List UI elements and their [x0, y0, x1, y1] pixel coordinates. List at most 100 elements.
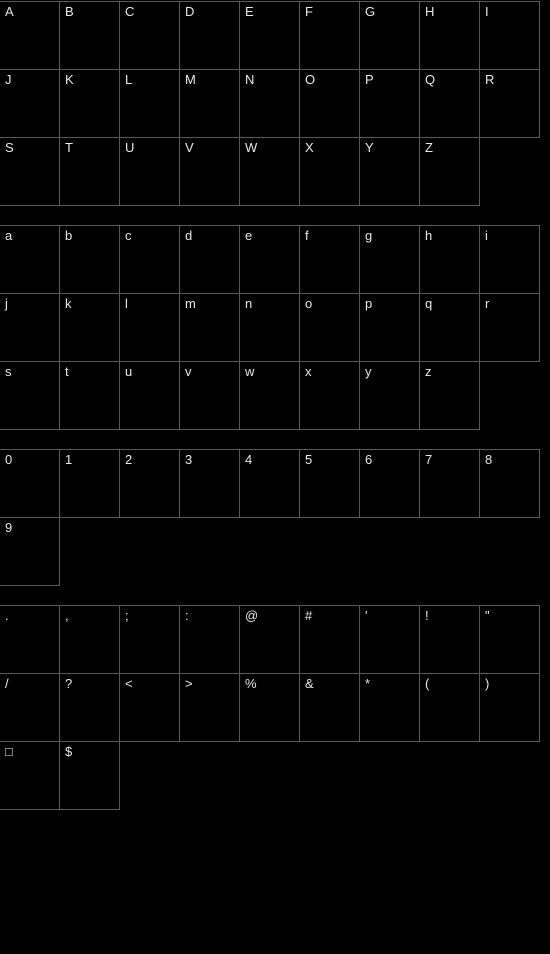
glyph-label: U	[125, 141, 174, 154]
glyph-label: V	[185, 141, 234, 154]
symbols-cell: /	[0, 673, 60, 742]
glyph-label: 2	[125, 453, 174, 466]
lowercase-cell: z	[419, 361, 480, 430]
glyph-label: I	[485, 5, 534, 18]
symbols-cell: %	[239, 673, 300, 742]
glyph-label: b	[65, 229, 114, 242]
uppercase-cell: G	[359, 1, 420, 70]
glyph-label: f	[305, 229, 354, 242]
lowercase-cell: r	[479, 293, 540, 362]
glyph-label: %	[245, 677, 294, 690]
digits-section: 0123456789	[0, 450, 550, 586]
uppercase-cell: B	[59, 1, 120, 70]
glyph-label: W	[245, 141, 294, 154]
symbols-cell: ;	[119, 605, 180, 674]
glyph-label: Y	[365, 141, 414, 154]
glyph-label: i	[485, 229, 534, 242]
glyph-label: 8	[485, 453, 534, 466]
glyph-label: L	[125, 73, 174, 86]
symbols-cell: :	[179, 605, 240, 674]
lowercase-section: abcdefghijklmnopqrstuvwxyz	[0, 226, 550, 430]
digits-cell: 6	[359, 449, 420, 518]
uppercase-cell: R	[479, 69, 540, 138]
digits-cell: 5	[299, 449, 360, 518]
symbols-cell: □	[0, 741, 60, 810]
glyph-label: S	[5, 141, 54, 154]
symbols-cell: *	[359, 673, 420, 742]
uppercase-cell: C	[119, 1, 180, 70]
glyph-label: #	[305, 609, 354, 622]
symbols-cell: (	[419, 673, 480, 742]
glyph-label: 0	[5, 453, 54, 466]
lowercase-cell: l	[119, 293, 180, 362]
glyph-label: X	[305, 141, 354, 154]
glyph-label: @	[245, 609, 294, 622]
lowercase-cell: q	[419, 293, 480, 362]
uppercase-cell: V	[179, 137, 240, 206]
lowercase-cell: h	[419, 225, 480, 294]
lowercase-cell: o	[299, 293, 360, 362]
uppercase-cell: H	[419, 1, 480, 70]
glyph-label: M	[185, 73, 234, 86]
glyph-label: F	[305, 5, 354, 18]
symbols-cell: '	[359, 605, 420, 674]
glyph-label: e	[245, 229, 294, 242]
glyph-label: w	[245, 365, 294, 378]
digits-cell: 4	[239, 449, 300, 518]
uppercase-cell: A	[0, 1, 60, 70]
glyph-label: d	[185, 229, 234, 242]
glyph-label: A	[5, 5, 54, 18]
symbols-cell: "	[479, 605, 540, 674]
glyph-label: l	[125, 297, 174, 310]
symbols-cell: #	[299, 605, 360, 674]
glyph-label: !	[425, 609, 474, 622]
glyph-label: 5	[305, 453, 354, 466]
glyph-label: c	[125, 229, 174, 242]
lowercase-cell: u	[119, 361, 180, 430]
glyph-label: >	[185, 677, 234, 690]
glyph-label: )	[485, 677, 534, 690]
uppercase-cell: M	[179, 69, 240, 138]
lowercase-cell: a	[0, 225, 60, 294]
symbols-cell: @	[239, 605, 300, 674]
glyph-label: j	[5, 297, 54, 310]
glyph-label: s	[5, 365, 54, 378]
lowercase-cell: m	[179, 293, 240, 362]
glyph-label: *	[365, 677, 414, 690]
symbols-cell: >	[179, 673, 240, 742]
lowercase-cell: b	[59, 225, 120, 294]
glyph-label: ,	[65, 609, 114, 622]
glyph-label: 4	[245, 453, 294, 466]
glyph-label: u	[125, 365, 174, 378]
uppercase-cell: D	[179, 1, 240, 70]
glyph-label: 6	[365, 453, 414, 466]
glyph-label: p	[365, 297, 414, 310]
digits-cell: 0	[0, 449, 60, 518]
glyph-label: T	[65, 141, 114, 154]
glyph-label: N	[245, 73, 294, 86]
uppercase-cell: O	[299, 69, 360, 138]
uppercase-cell: Y	[359, 137, 420, 206]
uppercase-cell: Z	[419, 137, 480, 206]
symbols-cell: )	[479, 673, 540, 742]
glyph-label: C	[125, 5, 174, 18]
symbols-cell: $	[59, 741, 120, 810]
glyph-label: x	[305, 365, 354, 378]
glyph-label: n	[245, 297, 294, 310]
glyph-label: E	[245, 5, 294, 18]
lowercase-cell: i	[479, 225, 540, 294]
symbols-cell: ?	[59, 673, 120, 742]
lowercase-cell: e	[239, 225, 300, 294]
glyph-label: G	[365, 5, 414, 18]
lowercase-cell: w	[239, 361, 300, 430]
glyph-label: 3	[185, 453, 234, 466]
glyph-label: o	[305, 297, 354, 310]
symbols-cell: &	[299, 673, 360, 742]
uppercase-cell: P	[359, 69, 420, 138]
lowercase-cell: f	[299, 225, 360, 294]
glyph-label: h	[425, 229, 474, 242]
glyph-label: D	[185, 5, 234, 18]
symbols-cell: .	[0, 605, 60, 674]
glyph-label: H	[425, 5, 474, 18]
uppercase-cell: U	[119, 137, 180, 206]
